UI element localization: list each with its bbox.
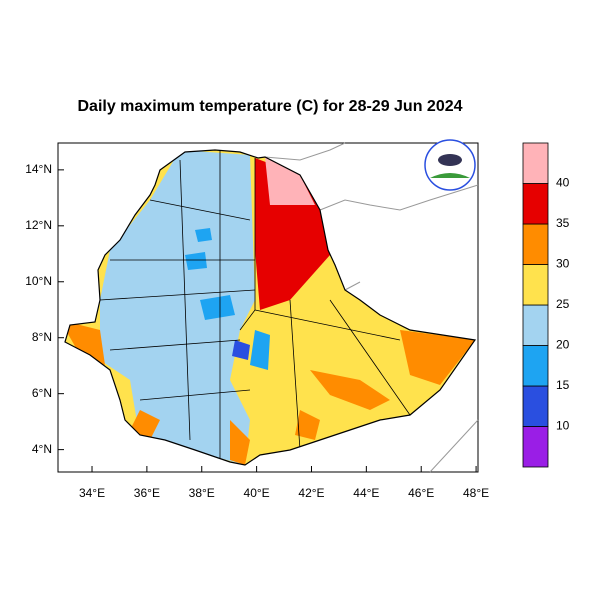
colorbar-segment — [522, 264, 549, 306]
x-tick-label: 44°E — [353, 486, 379, 500]
y-tick-label: 4°N — [32, 442, 52, 456]
country-border — [64, 149, 477, 466]
colorbar-segment — [522, 304, 549, 346]
y-tick-label: 14°N — [25, 162, 52, 176]
colorbar-segment — [522, 142, 549, 184]
x-tick-label: 42°E — [298, 486, 324, 500]
x-tick-label: 46°E — [408, 486, 434, 500]
y-tick-label: 6°N — [32, 386, 52, 400]
agency-logo — [424, 139, 476, 191]
colorbar-label: 15 — [556, 378, 570, 392]
x-tick-label: 48°E — [463, 486, 489, 500]
colorbar-label: 10 — [556, 419, 570, 433]
colorbar-segment — [522, 385, 549, 427]
colorbar-label: 25 — [556, 297, 570, 311]
colorbar-segment — [522, 183, 549, 225]
colorbar-segment — [522, 223, 549, 265]
colorbar-label: 35 — [556, 216, 570, 230]
map-title: Daily maximum temperature (C) for 28-29 … — [77, 98, 462, 115]
colorbar-label: 30 — [556, 257, 570, 271]
neighbor-borders — [264, 142, 479, 473]
admin-borders — [99, 150, 411, 460]
y-tick-label: 8°N — [32, 330, 52, 344]
x-tick-label: 34°E — [79, 486, 105, 500]
y-tick-label: 12°N — [25, 218, 52, 232]
y-tick-label: 10°N — [25, 274, 52, 288]
colorbar-segment — [522, 426, 549, 468]
colorbar-segment — [522, 345, 549, 387]
x-tick-label: 40°E — [244, 486, 270, 500]
x-tick-label: 36°E — [134, 486, 160, 500]
colorbar-label: 40 — [556, 176, 570, 190]
x-tick-label: 38°E — [189, 486, 215, 500]
colorbar-label: 20 — [556, 338, 570, 352]
